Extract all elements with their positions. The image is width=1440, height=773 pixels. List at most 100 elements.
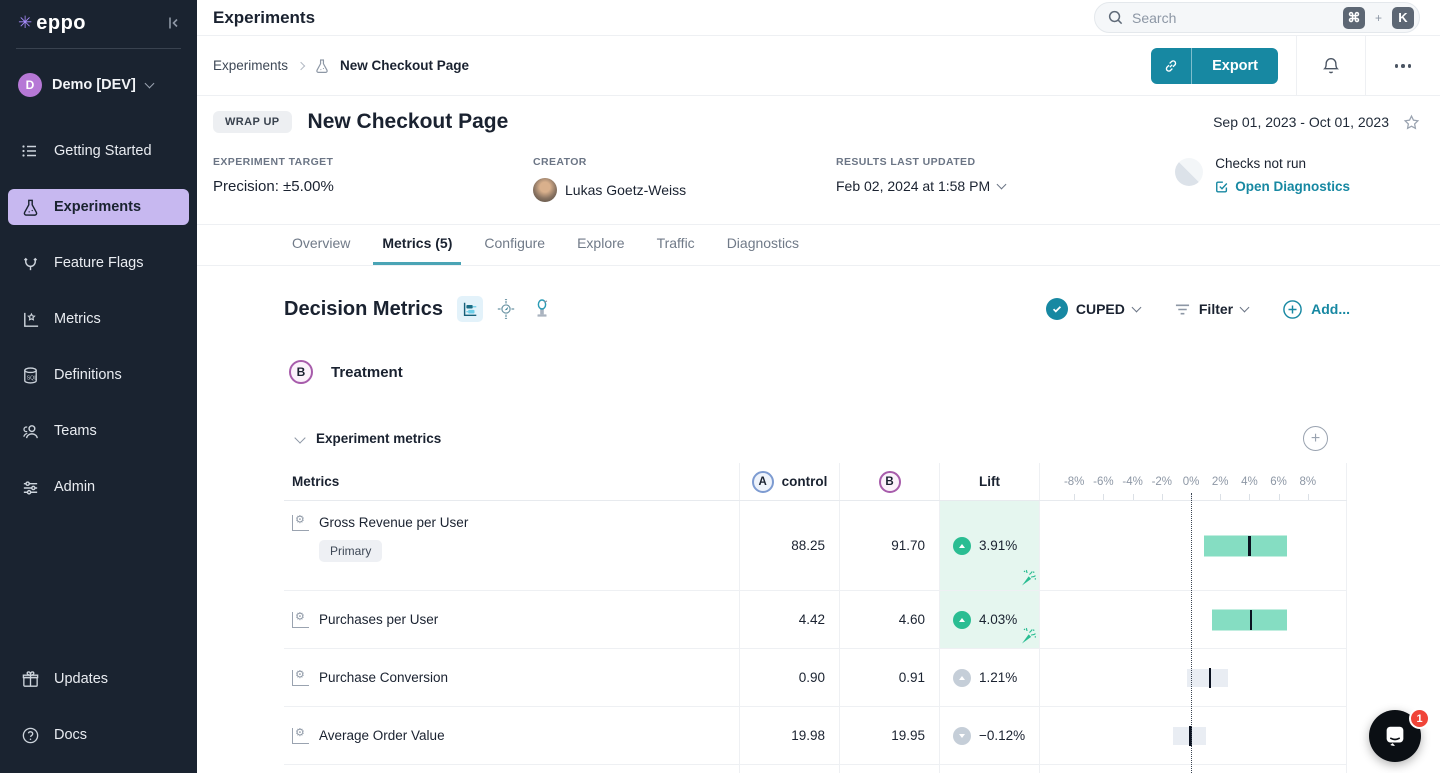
tab-metrics[interactable]: Metrics (5): [373, 235, 462, 265]
breadcrumb-experiments-link[interactable]: Experiments: [213, 58, 289, 74]
status-badge: WRAP UP: [213, 111, 292, 134]
variation-name: Treatment: [331, 363, 403, 381]
star-icon[interactable]: [1403, 114, 1420, 131]
metric-gear-chart-icon: ⚙: [292, 515, 309, 531]
sidebar-item-label: Admin: [54, 479, 96, 495]
metric-group-title: Experiment metrics: [316, 431, 442, 446]
metric-name: Gross Revenue per User: [319, 515, 469, 530]
sidebar-item-getting-started[interactable]: Getting Started: [8, 133, 189, 169]
copy-link-button[interactable]: [1151, 47, 1193, 84]
lift-direction-icon: [953, 668, 971, 687]
divider: [1365, 35, 1366, 96]
lift-ci-chart: [1040, 707, 1347, 764]
creator-label: CREATOR: [533, 156, 587, 169]
list-icon: [20, 141, 40, 161]
sidebar-collapse-icon[interactable]: [165, 15, 181, 31]
cuped-dropdown[interactable]: CUPED: [1045, 298, 1142, 320]
mean-tick: [1249, 609, 1253, 630]
checkbox-check-icon: [1215, 180, 1229, 194]
forest-plot-view-button[interactable]: [456, 296, 483, 322]
table-row[interactable]: ⚙ Average Order Value 19.98 19.95 −0.12%: [284, 707, 1347, 765]
control-value: 0.90: [740, 649, 840, 706]
treatment-column-header: B: [840, 463, 940, 500]
table-row[interactable]: ⚙ Purchases per User 4.42 4.60 4.03%: [284, 591, 1347, 649]
creator-name: Lukas Goetz-Weiss: [565, 182, 687, 199]
axis-tick-mark: [1103, 494, 1105, 500]
main-area: Experiments Search ⌘ + K Experiments New…: [197, 0, 1440, 773]
axis-tick-label: -6%: [1093, 475, 1114, 488]
more-menu-button[interactable]: [1366, 36, 1440, 96]
add-metric-button[interactable]: Add...: [1282, 299, 1350, 320]
metric-gear-chart-icon: ⚙: [292, 611, 309, 628]
k-key-badge: K: [1392, 6, 1414, 29]
axis-tick-label: 4%: [1241, 475, 1258, 488]
sidebar-item-updates[interactable]: Updates: [8, 661, 189, 697]
table-row[interactable]: ⚙ Purchase Conversion 0.90 0.91 1.21%: [284, 649, 1347, 707]
filter-lines-icon: [1174, 302, 1191, 317]
lift-cell: −0.12%: [940, 707, 1040, 764]
treatment-value: 91.70: [840, 501, 940, 590]
compass-view-button[interactable]: [493, 296, 519, 322]
axis-tick-mark: [1278, 494, 1280, 500]
export-button[interactable]: Export: [1192, 47, 1278, 84]
sidebar-item-label: Docs: [54, 727, 88, 743]
lift-value: 4.03%: [979, 612, 1018, 627]
add-metric-to-group-button[interactable]: +: [1303, 426, 1328, 451]
flask-icon: [314, 58, 330, 74]
bell-icon: [1321, 56, 1341, 76]
sidebar-footer: Updates Docs: [0, 651, 197, 773]
table-header: Metrics A control B Lift -8% -6% -4% -2% 0% 2…: [284, 463, 1347, 501]
sidebar-item-label: Getting Started: [54, 143, 152, 159]
sidebar-item-teams[interactable]: Teams: [8, 413, 189, 449]
intercom-unread-badge: 1: [1409, 708, 1430, 729]
search-icon: [1107, 9, 1124, 26]
experiment-target-value: Precision: ±5.00%: [213, 178, 334, 196]
plus-circle-icon: [1282, 299, 1303, 320]
sidebar-item-definitions[interactable]: SQL Definitions: [8, 357, 189, 393]
flask-icon: [20, 197, 40, 217]
sidebar-item-feature-flags[interactable]: Feature Flags: [8, 245, 189, 281]
tab-overview[interactable]: Overview: [292, 235, 351, 251]
tab-configure[interactable]: Configure: [484, 235, 546, 251]
notifications-button[interactable]: [1297, 36, 1365, 96]
sidebar-nav: Getting Started Experiments Feature Flag…: [0, 123, 197, 515]
experiment-target-block: EXPERIMENT TARGET Precision: ±5.00%: [213, 156, 533, 202]
filter-dropdown[interactable]: Filter: [1174, 301, 1250, 317]
sidebar-item-metrics[interactable]: Metrics: [8, 301, 189, 337]
statue-view-button[interactable]: [529, 296, 555, 322]
confetti-icon: [1017, 626, 1037, 646]
confetti-icon: [1017, 568, 1037, 588]
database-sql-icon: SQL: [20, 365, 40, 385]
primary-badge: Primary: [319, 540, 383, 562]
export-split-button: Export: [1151, 47, 1278, 84]
help-circle-icon: [20, 725, 40, 745]
chevron-down-icon: [996, 180, 1007, 190]
axis-tick-label: 8%: [1299, 475, 1317, 488]
lift-ci-chart: [1040, 649, 1347, 706]
axis-tick-label: -8%: [1063, 475, 1085, 488]
axis-tick-mark: [1074, 494, 1076, 500]
confidence-interval-bar: [1212, 609, 1288, 630]
sidebar-item-docs[interactable]: Docs: [8, 717, 189, 753]
experiment-title: New Checkout Page: [307, 110, 509, 134]
tab-traffic[interactable]: Traffic: [656, 235, 695, 251]
sidebar-item-admin[interactable]: Admin: [8, 469, 189, 505]
workspace-switcher[interactable]: D Demo [DEV]: [0, 49, 197, 101]
table-row[interactable]: ⚙ Gross Revenue per User Primary 88.25 9…: [284, 501, 1347, 591]
chevron-down-icon: [144, 78, 155, 89]
tab-explore[interactable]: Explore: [577, 235, 625, 251]
table-row-partial: [284, 765, 1347, 773]
search-input[interactable]: Search ⌘ + K: [1094, 2, 1420, 34]
metrics-content: Decision Metrics: [197, 266, 1440, 773]
open-diagnostics-link[interactable]: Open Diagnostics: [1215, 179, 1350, 194]
lift-axis: -8% -6% -4% -2% 0% 2% 4% 6% 8%: [1040, 463, 1347, 500]
tab-diagnostics[interactable]: Diagnostics: [726, 235, 800, 251]
collapse-section-icon[interactable]: [294, 431, 306, 444]
results-updated-dropdown[interactable]: Feb 02, 2024 at 1:58 PM: [836, 178, 1146, 194]
metric-gear-chart-icon: ⚙: [292, 727, 309, 744]
sidebar-item-experiments[interactable]: Experiments: [8, 189, 189, 225]
eppo-logo[interactable]: ✳ eppo: [18, 12, 86, 35]
sidebar-item-label: Experiments: [54, 199, 142, 215]
results-updated-label: RESULTS LAST UPDATED: [836, 156, 976, 169]
